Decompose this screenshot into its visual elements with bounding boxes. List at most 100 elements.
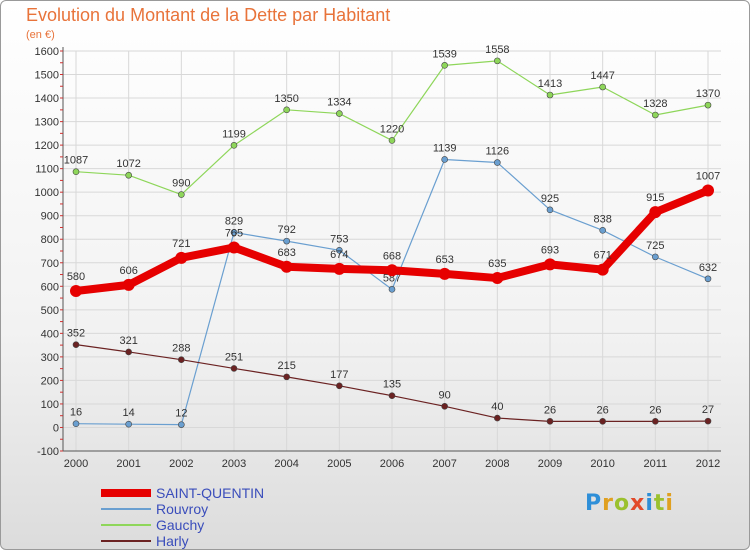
data-point	[546, 418, 554, 425]
data-label: 990	[172, 178, 190, 190]
unit-label: (en €)	[26, 29, 55, 41]
y-tick-label: 700	[41, 258, 59, 270]
data-point	[599, 418, 606, 425]
y-tick-label: 1600	[35, 46, 59, 58]
data-label: 14	[123, 407, 135, 419]
data-label: 580	[67, 271, 85, 283]
data-point	[70, 285, 82, 297]
data-label: 26	[544, 404, 556, 416]
y-tick-label: 900	[41, 211, 59, 223]
data-label: 683	[277, 247, 295, 259]
data-point	[72, 420, 80, 428]
data-label: 1413	[538, 78, 562, 90]
y-tick-label: 1200	[35, 140, 59, 152]
y-tick-label: 600	[41, 281, 59, 293]
data-label: 1220	[380, 123, 404, 135]
legend-label: SAINT-QUENTIN	[156, 485, 264, 501]
x-tick-label: 2005	[327, 458, 351, 470]
data-label: 725	[646, 240, 664, 252]
data-label: 1328	[643, 98, 667, 110]
x-tick-label: 2010	[590, 458, 614, 470]
data-label: 251	[225, 351, 243, 363]
data-label: 829	[225, 215, 243, 227]
data-label: 693	[541, 244, 559, 256]
x-tick-label: 2000	[64, 458, 88, 470]
data-label: 321	[119, 335, 137, 347]
data-point	[546, 91, 554, 99]
data-point	[441, 156, 448, 163]
data-point	[178, 191, 185, 198]
data-label: 215	[277, 360, 295, 372]
data-point	[652, 418, 659, 425]
data-point	[280, 260, 293, 273]
data-label: 674	[330, 249, 348, 261]
data-point	[494, 57, 501, 65]
data-point	[175, 251, 188, 264]
y-tick-label: 300	[41, 352, 59, 364]
data-point	[283, 373, 290, 381]
y-tick-label: 200	[41, 375, 59, 387]
data-point	[704, 417, 712, 425]
data-point	[283, 237, 290, 245]
data-point	[704, 101, 712, 109]
data-label: 16	[70, 407, 82, 419]
data-point	[546, 206, 554, 214]
y-tick-label: 0	[53, 422, 59, 434]
data-label: 90	[439, 389, 451, 401]
y-tick-label: 1100	[35, 164, 59, 176]
legend-label: Gauchy	[156, 517, 204, 533]
data-point	[652, 111, 659, 119]
y-tick-label: 1400	[35, 93, 59, 105]
x-tick-label: 2003	[222, 458, 246, 470]
data-label: 1334	[327, 97, 351, 109]
data-point	[125, 171, 132, 179]
y-tick-label: 1500	[35, 70, 59, 82]
data-label: 606	[119, 265, 137, 277]
data-label: 721	[172, 238, 190, 250]
data-label: 635	[488, 258, 506, 270]
y-tick-label: -100	[37, 446, 59, 458]
data-point	[336, 110, 343, 117]
x-tick-label: 2007	[432, 458, 456, 470]
data-point	[544, 258, 556, 271]
data-label: 1087	[64, 155, 88, 167]
data-label: 27	[702, 404, 714, 416]
x-tick-label: 2009	[538, 458, 562, 470]
y-tick-label: 1000	[35, 187, 59, 199]
data-label: 925	[541, 193, 559, 205]
chart-title: Evolution du Montant de la Dette par Hab…	[26, 5, 391, 25]
data-label: 1447	[590, 70, 614, 82]
x-tick-label: 2002	[169, 458, 193, 470]
data-point	[491, 272, 504, 285]
data-label: 1072	[116, 158, 140, 170]
x-tick-label: 2012	[696, 458, 720, 470]
x-tick-label: 2011	[644, 458, 668, 470]
data-label: 1350	[274, 93, 298, 105]
y-tick-label: 500	[41, 305, 59, 317]
data-label: 765	[225, 227, 243, 239]
y-tick-label: 800	[41, 234, 59, 246]
data-label: 26	[597, 404, 609, 416]
y-tick-label: 400	[41, 328, 59, 340]
data-point	[649, 206, 662, 219]
x-tick-label: 2001	[116, 458, 140, 470]
data-point	[704, 275, 712, 283]
data-label: 753	[330, 233, 348, 245]
data-label: 915	[646, 192, 664, 204]
data-point	[494, 159, 501, 166]
data-point	[438, 267, 451, 280]
data-label: 1558	[485, 44, 509, 56]
data-label: 26	[649, 404, 661, 416]
data-label: 587	[383, 272, 401, 284]
data-label: 288	[172, 343, 190, 355]
data-point	[386, 264, 398, 277]
data-point	[336, 246, 343, 254]
data-point	[388, 137, 396, 144]
data-point	[230, 142, 238, 149]
data-label: 40	[491, 401, 503, 413]
data-label: 1139	[433, 142, 457, 154]
data-point	[230, 229, 238, 236]
data-label: 653	[435, 254, 453, 266]
